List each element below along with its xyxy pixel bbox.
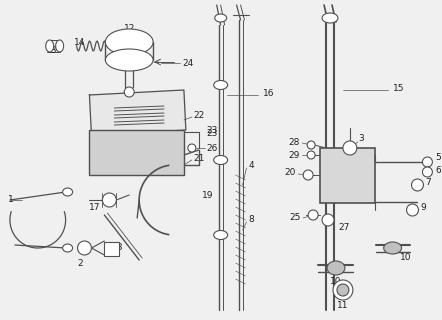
Circle shape	[303, 170, 313, 180]
Ellipse shape	[214, 230, 228, 239]
Text: 20: 20	[285, 167, 296, 177]
Text: 18: 18	[111, 244, 123, 252]
Text: 15: 15	[392, 84, 404, 92]
Circle shape	[423, 157, 432, 167]
Circle shape	[103, 193, 116, 207]
Text: 24: 24	[182, 59, 193, 68]
Text: 8: 8	[248, 215, 254, 225]
Circle shape	[124, 87, 134, 97]
Text: 10: 10	[330, 277, 342, 286]
Ellipse shape	[63, 244, 72, 252]
Text: 1: 1	[8, 196, 14, 204]
Text: 23: 23	[207, 125, 218, 134]
Text: 11: 11	[337, 300, 349, 309]
Text: 19: 19	[202, 190, 213, 199]
Text: 12: 12	[123, 23, 135, 33]
Text: 21: 21	[194, 154, 205, 163]
Ellipse shape	[215, 14, 227, 22]
Circle shape	[307, 151, 315, 159]
Text: 9: 9	[420, 203, 426, 212]
Ellipse shape	[105, 29, 153, 55]
Text: 3: 3	[358, 133, 364, 142]
Circle shape	[337, 284, 349, 296]
Ellipse shape	[46, 40, 53, 52]
Ellipse shape	[322, 13, 338, 23]
Circle shape	[77, 241, 91, 255]
Text: 16: 16	[263, 89, 275, 98]
Text: 17: 17	[89, 204, 100, 212]
Text: 25: 25	[290, 213, 301, 222]
Ellipse shape	[56, 40, 64, 52]
Circle shape	[307, 141, 315, 149]
Circle shape	[343, 141, 357, 155]
Text: 29: 29	[289, 150, 300, 159]
Ellipse shape	[214, 81, 228, 90]
Text: 6: 6	[435, 165, 441, 174]
Ellipse shape	[384, 242, 402, 254]
Circle shape	[333, 280, 353, 300]
Circle shape	[423, 167, 432, 177]
Circle shape	[308, 210, 318, 220]
Bar	[104, 242, 119, 256]
Text: 13: 13	[46, 45, 57, 54]
Circle shape	[407, 204, 419, 216]
Circle shape	[188, 144, 196, 152]
Bar	[89, 130, 184, 175]
Text: 23: 23	[207, 129, 218, 138]
Text: 22: 22	[194, 110, 205, 119]
Polygon shape	[89, 90, 186, 135]
Text: 14: 14	[74, 37, 85, 46]
Circle shape	[322, 214, 334, 226]
Ellipse shape	[105, 49, 153, 71]
Ellipse shape	[214, 156, 228, 164]
Text: 4: 4	[248, 161, 254, 170]
Text: 7: 7	[426, 178, 431, 187]
Text: 5: 5	[435, 153, 441, 162]
Bar	[320, 148, 375, 203]
Text: 28: 28	[289, 138, 300, 147]
Text: 26: 26	[207, 143, 218, 153]
Text: 10: 10	[400, 253, 412, 262]
Circle shape	[412, 179, 423, 191]
Text: 2: 2	[77, 259, 83, 268]
Ellipse shape	[327, 261, 345, 275]
Text: 27: 27	[338, 223, 349, 233]
Ellipse shape	[63, 188, 72, 196]
